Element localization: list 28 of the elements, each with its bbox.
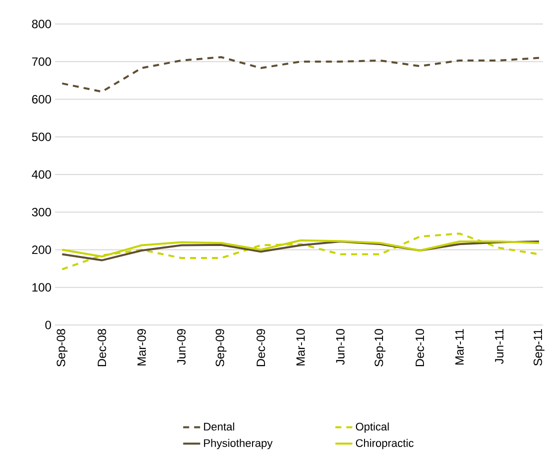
y-tick-label: 500 — [32, 132, 52, 142]
legend-label: Physiotherapy — [204, 438, 273, 450]
x-tick-label: Jun-09 — [177, 329, 186, 365]
line-series — [61, 56, 540, 93]
y-tick-label: 800 — [32, 20, 52, 28]
x-tick-label: Mar-11 — [455, 329, 464, 365]
x-tick-label: Mar-10 — [296, 328, 305, 366]
line-series — [61, 240, 540, 262]
legend-label: Chiropractic — [356, 438, 414, 450]
y-tick-label: 300 — [32, 208, 52, 216]
y-tick-label: 200 — [32, 246, 52, 254]
x-tick-label: Mar-09 — [137, 329, 146, 366]
x-tick-label: Dec-08 — [98, 329, 106, 366]
y-tick-label: 100 — [32, 283, 52, 292]
legend-label: Optical — [356, 422, 389, 433]
x-tick-label: Sep-08 — [56, 329, 68, 367]
y-tick-label: 600 — [32, 95, 52, 104]
x-tick-label: Sep-09 — [216, 329, 227, 367]
x-tick-label: Dec-10 — [416, 328, 424, 366]
y-tick-label: 0 — [45, 320, 52, 330]
y-tick-label: 400 — [32, 170, 52, 179]
y-tick-label: 700 — [32, 57, 52, 66]
x-tick-label: Sep-11 — [534, 329, 544, 366]
x-tick-label: Sep-10 — [374, 328, 386, 367]
x-tick-label: Jun-10 — [336, 328, 345, 365]
x-tick-label: Dec-09 — [256, 329, 266, 366]
x-tick-label: Jun-11 — [495, 329, 504, 364]
legend-label: Dental — [204, 422, 234, 431]
